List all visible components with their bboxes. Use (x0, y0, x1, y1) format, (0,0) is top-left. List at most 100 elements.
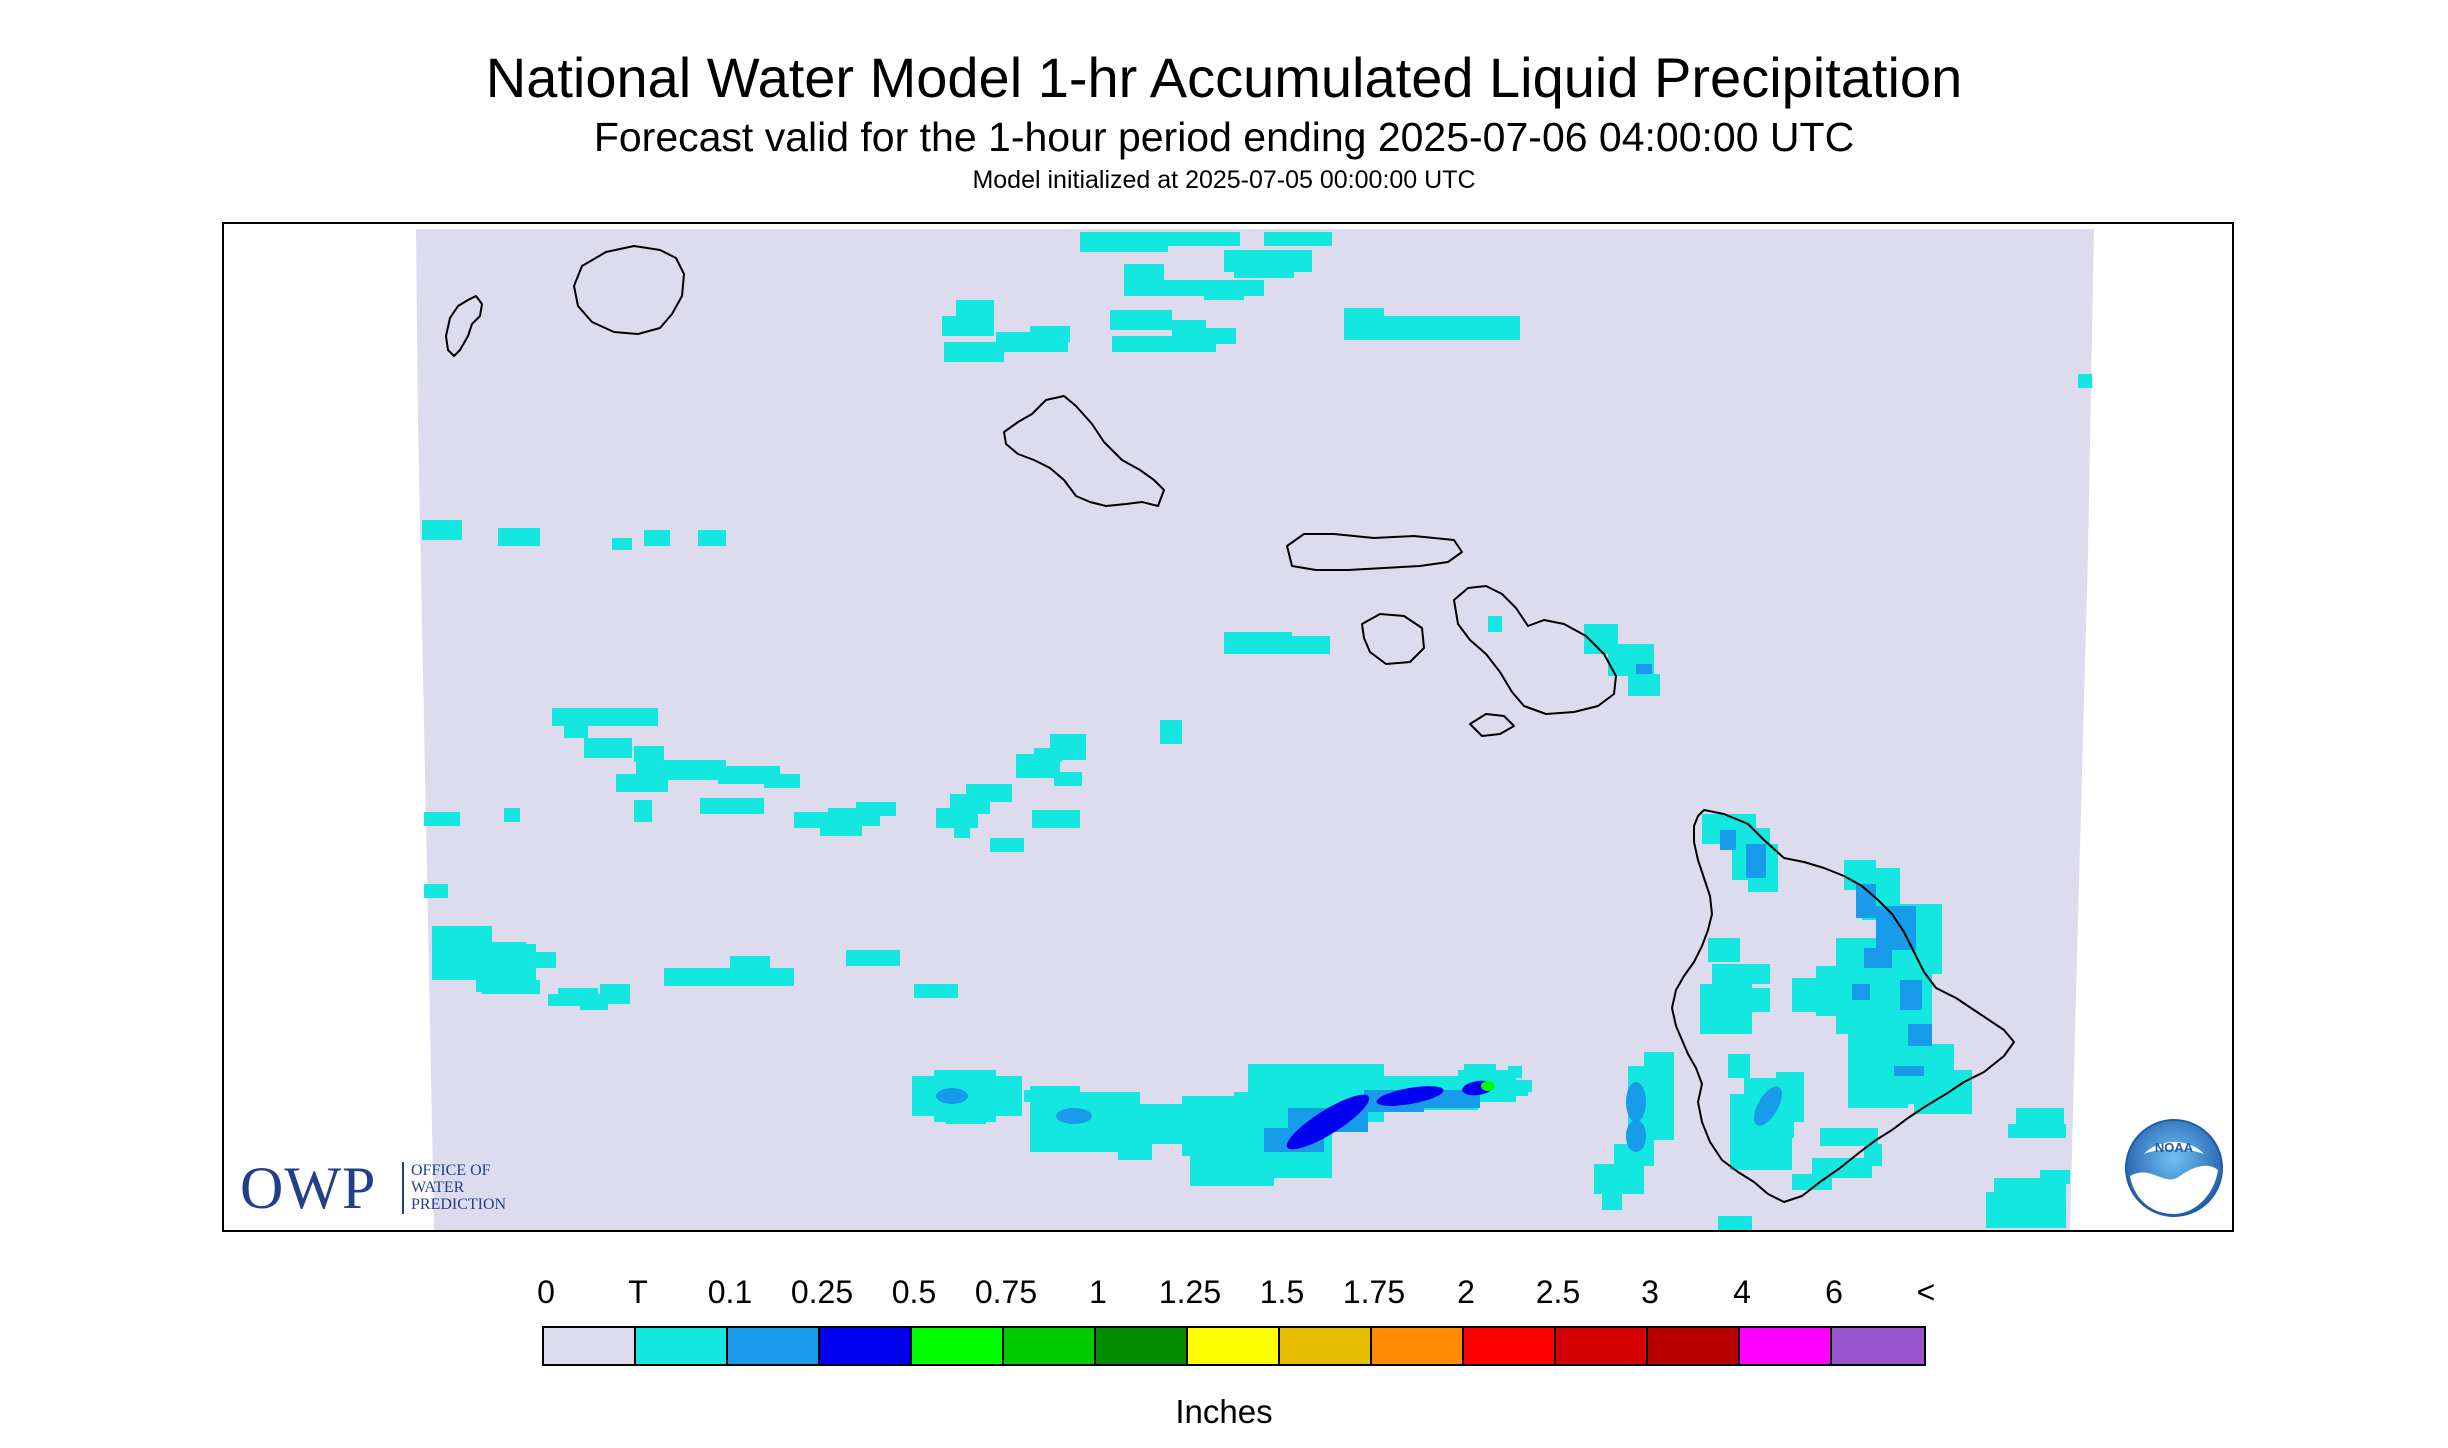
precip-cell (2040, 1170, 2070, 1184)
precip-cell (1344, 316, 1520, 340)
precip-cell (1224, 632, 1292, 654)
precip-cell (634, 746, 664, 762)
precip-cell (820, 818, 862, 836)
precip-cell (946, 1102, 986, 1124)
precip-cell (600, 984, 630, 1004)
noaa-logo-bird (2144, 1142, 2204, 1154)
precip-cell (2078, 374, 2092, 388)
precip-cell (584, 738, 632, 758)
legend-swatch (1648, 1328, 1740, 1364)
precip-core (1286, 1094, 1370, 1150)
precip-cell (1864, 948, 1892, 968)
island-lanai (1361, 613, 1425, 665)
precip-cell (1264, 232, 1332, 246)
precip-cell (664, 968, 794, 986)
legend-label: 3 (1641, 1274, 1659, 1310)
precip-cell (856, 802, 896, 816)
precip-cell (424, 812, 460, 826)
legend-label: 4 (1733, 1274, 1751, 1310)
noaa-logo-wave (2130, 1165, 2218, 1214)
owp-logo-divider (402, 1162, 404, 1214)
precip-core (1626, 1082, 1646, 1122)
legend-swatch (820, 1328, 912, 1364)
precip-cell (1112, 336, 1216, 352)
precip-cell (1030, 326, 1070, 342)
precip-cell (1852, 984, 1870, 1000)
precip-cell (1110, 310, 1172, 330)
legend-label: 6 (1825, 1274, 1843, 1310)
precip-cell (698, 530, 726, 546)
precip-cell (612, 538, 632, 550)
legend-swatch (1464, 1328, 1556, 1364)
precip-cell (1856, 884, 1876, 918)
model-init-text: Model initialized at 2025-07-05 00:00:00… (972, 166, 1476, 194)
legend-label: 1.75 (1342, 1274, 1406, 1310)
precip-cell (1032, 810, 1080, 828)
precip-core (1376, 1086, 1444, 1106)
precip-cell (1752, 1130, 1792, 1170)
island-niihau (445, 295, 483, 357)
precip-cell (914, 984, 958, 998)
legend-swatch (1832, 1328, 1924, 1364)
precip-cell (644, 530, 670, 546)
precip-cell (1908, 1024, 1932, 1046)
precip-cell (700, 798, 764, 814)
precip-cell (616, 774, 668, 792)
legend-label: 1 (1089, 1274, 1107, 1310)
noaa-logo: NOAA (2125, 1119, 2223, 1217)
precip-core (1056, 1108, 1092, 1124)
legend-label: T (628, 1274, 648, 1310)
island-kahoolawe (1469, 713, 1515, 737)
precip-cell (1816, 966, 1856, 1016)
precip-cell (482, 980, 540, 994)
owp-logo-line3: PREDICTION (411, 1196, 507, 1213)
precip-cell (966, 784, 1012, 802)
legend-label: 0 (537, 1274, 555, 1310)
legend-label: 0.25 (790, 1274, 854, 1310)
island-oahu (1003, 395, 1165, 507)
legend-swatch (1004, 1328, 1096, 1364)
precip-core (1626, 1120, 1646, 1152)
precip-cell (1118, 1128, 1152, 1160)
precip-cell (1054, 772, 1082, 786)
legend-swatch (1096, 1328, 1188, 1364)
precip-cell (1812, 1158, 1872, 1178)
island-maui (1453, 585, 1617, 715)
precip-cell (1720, 830, 1736, 850)
precip-cell (1820, 1128, 1878, 1146)
precip-cell (1160, 720, 1182, 744)
owp-logo-line2: WATER (411, 1179, 465, 1196)
legend-label: < (1916, 1274, 1936, 1310)
precip-cell (1628, 674, 1660, 696)
precipitation-legend: 0 T 0.1 0.25 0.5 0.75 1 1.25 1.5 1.75 2 … (537, 1274, 1935, 1366)
precip-cell (1602, 1190, 1622, 1210)
precip-cell (504, 808, 520, 822)
precip-cell (634, 800, 652, 822)
precip-cell (552, 708, 658, 726)
precip-cell (944, 342, 1004, 362)
island-kauai (573, 245, 685, 335)
owp-logo-line1: OFFICE OF (411, 1162, 491, 1179)
precip-cell (1712, 964, 1770, 984)
precip-cell (470, 942, 526, 976)
precip-cell (580, 1000, 608, 1010)
legend-label: 0.5 (891, 1274, 937, 1310)
island-molokai (1286, 533, 1463, 571)
precip-cell (1932, 1076, 1972, 1098)
precip-cell (422, 520, 462, 540)
legend-label: 1.5 (1259, 1274, 1305, 1310)
precip-cell (2008, 1124, 2066, 1138)
map-subtitle: Forecast valid for the 1-hour period end… (593, 114, 1855, 160)
legend-label: 0.75 (974, 1274, 1038, 1310)
precip-core (1754, 1086, 1782, 1126)
precip-cell (846, 950, 900, 966)
precip-cell (1168, 232, 1240, 246)
precip-cell (1900, 980, 1922, 1010)
precip-cell (2016, 1108, 2064, 1128)
precip-cell (1746, 844, 1766, 878)
legend-label: 1.25 (1158, 1274, 1222, 1310)
legend-swatch (912, 1328, 1004, 1364)
precip-cell (522, 952, 556, 968)
legend-swatch (636, 1328, 728, 1364)
precip-cell (1292, 636, 1330, 654)
